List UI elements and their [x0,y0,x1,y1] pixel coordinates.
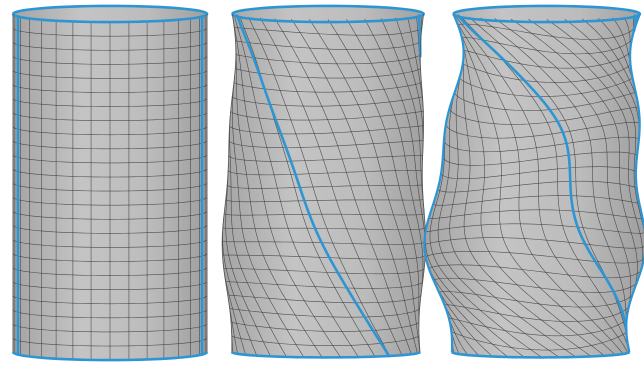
grid-meridian [225,163,271,357]
side-silhouette [418,13,427,353]
grid-ring [428,209,643,219]
grid-ring [222,240,426,245]
highlight-curve [456,14,628,333]
grid-ring [437,180,637,193]
grid-meridian [309,19,421,353]
grid-meridian [232,75,305,358]
grid-ring [223,267,425,275]
grid-meridian [229,115,287,358]
side-silhouette-curve [423,13,465,353]
grid-meridian [528,19,644,277]
grid-meridian [248,16,391,357]
panel-untwisted-cylinder [11,4,209,362]
grid-ring [425,223,644,234]
grid-ring [444,304,630,322]
grid-ring [222,254,426,260]
highlight-curve [235,14,391,358]
grid-ring [424,237,644,249]
panel-buckled-cylinder [423,4,644,359]
grid-ring [451,331,627,351]
side-silhouette-curve [625,13,644,353]
grid-meridian [480,17,627,324]
grid-meridian [494,18,632,310]
grid-meridian [453,13,624,355]
grid-ring [228,154,423,162]
grid-ring [230,110,424,121]
grid-meridian [380,18,425,215]
grid-ring [227,294,422,304]
grid-ring [428,264,642,279]
cylinder-surface [424,5,644,358]
grid-meridian [463,53,592,357]
grid-ring [223,213,425,216]
grid-meridian [460,15,630,350]
grid-ring [425,251,644,264]
grid-ring [235,67,421,79]
grid-ring [233,81,422,93]
grid-meridian [364,18,426,260]
grid-ring [229,307,420,318]
grid-ring [440,166,637,180]
grid-ring [445,122,640,139]
grid-ring [442,151,638,166]
grid-ring [231,335,420,346]
bottom-rim-curve [230,351,422,359]
panel-twisted-cylinder [221,4,427,359]
grid-ring [226,184,423,189]
grid-ring [449,107,639,125]
grid-ring [457,23,636,40]
grid-ring [433,195,640,206]
grid-meridian [429,112,543,358]
grid-meridian [274,18,412,355]
grid-ring [222,227,426,231]
bottom-rim-curve [11,351,209,362]
grid-ring [463,50,631,69]
grid-meridian [327,19,420,327]
grid-ring [462,63,631,83]
grid-meridian [291,18,418,354]
side-silhouette [221,13,237,353]
grid-meridian [235,45,323,358]
grid-meridian [437,87,560,358]
grid-meridian [231,13,341,358]
grid-ring [229,125,424,135]
grid-ring [235,54,421,65]
grid-meridian [546,19,644,233]
grid-ring [459,77,633,97]
grid-ring [443,136,640,153]
grid-ring [448,317,628,337]
grid-meridian [346,19,424,296]
grid-meridian [233,14,359,358]
grid-ring [231,96,423,107]
grid-ring [433,277,638,293]
grid-ring [225,281,423,289]
grid-meridian [510,18,638,296]
grid-meridian [222,216,258,356]
grid-meridian [454,14,629,354]
grid-meridian [260,17,403,356]
cylinder-surface [222,5,426,358]
grid-meridian [395,17,424,161]
grid-meridian [458,28,616,356]
grid-ring [227,169,423,176]
grid-ring [230,321,420,332]
grid-meridian [449,70,577,358]
grid-ring [234,27,423,36]
bottom-rim-curve [450,351,631,359]
grid-meridian [462,42,605,356]
